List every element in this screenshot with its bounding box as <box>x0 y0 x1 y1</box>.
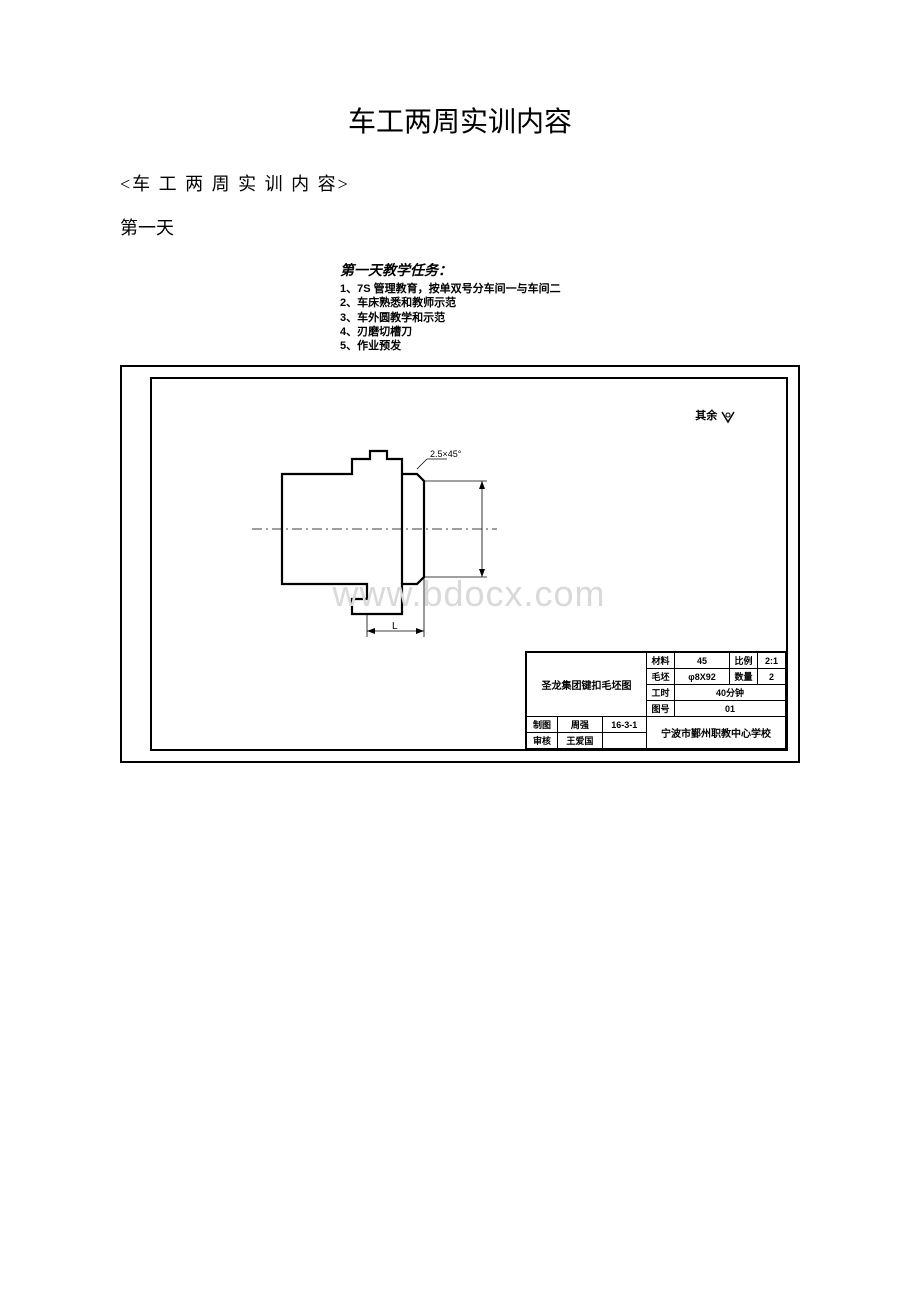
dim-chamfer: 2.5×45° <box>430 449 462 459</box>
task-heading: 第一天教学任务： <box>340 260 800 280</box>
page-title: 车工两周实训内容 <box>120 100 800 140</box>
surface-finish-mark: 其余 <box>695 407 736 423</box>
tb-cell: 毛坯 <box>647 669 675 685</box>
task-item: 5、作业预发 <box>340 339 800 353</box>
tb-cell: 16-3-1 <box>602 717 646 733</box>
tb-cell: 图号 <box>647 701 675 717</box>
tb-cell <box>602 733 646 749</box>
titleblock: 圣龙集团键扣毛坯图 材料 45 比例 2:1 毛坯 φ8X92 数量 2 工时 <box>525 651 786 749</box>
tb-cell: 材料 <box>647 653 675 669</box>
subtitle: <车 工 两 周 实 训 内 容> <box>120 170 800 196</box>
tb-cell: 45 <box>675 653 730 669</box>
tb-cell: 比例 <box>730 653 758 669</box>
tb-cell: 2 <box>758 669 786 685</box>
surface-label: 其余 <box>695 410 717 422</box>
tb-cell: 01 <box>675 701 786 717</box>
tb-cell: 数量 <box>730 669 758 685</box>
task-item: 1、7S 管理教育，按单双号分车间一与车间二 <box>340 282 800 296</box>
school-name: 宁波市鄞州职教中心学校 <box>647 717 786 749</box>
part-drawing: 2.5×45° L <box>252 419 532 639</box>
inner-frame: 其余 2.5×45° <box>150 377 788 751</box>
part-name: 圣龙集团键扣毛坯图 <box>527 653 647 717</box>
task-item: 3、车外圆教学和示范 <box>340 311 800 325</box>
tb-cell: 2:1 <box>758 653 786 669</box>
tb-cell: 审核 <box>527 733 558 749</box>
tb-cell: 王爱国 <box>558 733 602 749</box>
tb-cell: φ8X92 <box>675 669 730 685</box>
tb-cell: 周强 <box>558 717 602 733</box>
tb-cell: 工时 <box>647 685 675 701</box>
dim-length: L <box>392 621 398 632</box>
drawing-frame: 其余 2.5×45° <box>120 365 800 763</box>
task-item: 4、刃磨切槽刀 <box>340 325 800 339</box>
task-block: 第一天教学任务： 1、7S 管理教育，按单双号分车间一与车间二 2、车床熟悉和教… <box>340 260 800 353</box>
tb-cell: 40分钟 <box>675 685 786 701</box>
day-label: 第一天 <box>120 214 800 240</box>
tb-cell: 制图 <box>527 717 558 733</box>
task-item: 2、车床熟悉和教师示范 <box>340 296 800 310</box>
